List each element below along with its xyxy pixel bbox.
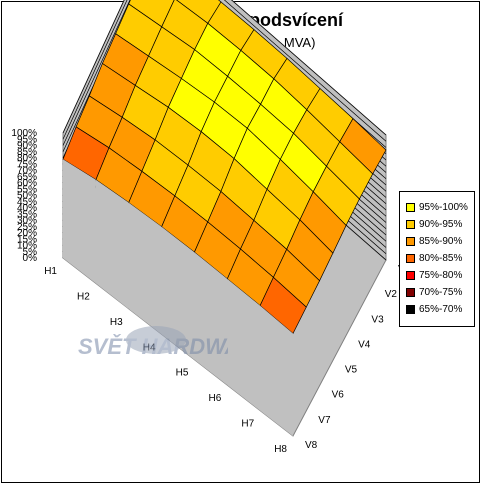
z-tick-label: 30% [17, 216, 37, 227]
z-tick-label: 50% [17, 191, 37, 202]
y-tick-label: V3 [371, 314, 384, 325]
legend-label: 65%-70% [419, 304, 463, 315]
surface-skirt [194, 252, 228, 386]
wall-gridline [62, 0, 387, 136]
z-tick-label: 100% [11, 128, 37, 139]
watermark-logo: SVĚT HARDWARE [78, 318, 272, 378]
x-tick-label: H8 [274, 444, 287, 455]
legend-item: 90%-95% [406, 219, 462, 233]
legend-swatch [406, 220, 415, 229]
legend-label: 80%-85% [419, 253, 463, 264]
legend-label: 95%-100% [419, 202, 468, 213]
legend: 95%-100% 90%-95% 85%-90% 80%-85% 75%-80% 70%-… [399, 191, 475, 327]
z-tick-label: 0% [23, 253, 38, 264]
z-tick-label: 80% [17, 153, 37, 164]
z-tick-label: 10% [17, 241, 37, 252]
z-tick-label: 95% [17, 134, 37, 145]
surface [62, 0, 387, 436]
y-tick-label: V8 [305, 440, 318, 451]
x-tick-label: H6 [208, 393, 221, 404]
watermark-globe [126, 326, 186, 354]
z-tick-label: 40% [17, 203, 37, 214]
surface-skirt [95, 179, 129, 309]
legend-item: 80%-85% [406, 253, 462, 267]
z-tick-label: 15% [17, 234, 37, 245]
wall-gridline [62, 0, 387, 142]
watermark-text: SVĚT HARDWARE [78, 334, 228, 359]
z-tick-label: 85% [17, 147, 37, 158]
surface-skirt [63, 159, 96, 284]
legend-swatch [406, 203, 415, 212]
z-tick-label: 35% [17, 209, 37, 220]
z-tick-label: 75% [17, 159, 37, 170]
legend-swatch [406, 254, 415, 263]
z-tick-label: 45% [17, 197, 37, 208]
z-axis: 100%95%90%85%80%75%70%65%60%55%50%45%40%… [11, 128, 37, 264]
z-tick-label: 55% [17, 184, 37, 195]
y-tick-label: V2 [385, 289, 398, 300]
legend-swatch [406, 237, 415, 246]
z-tick-label: 60% [17, 178, 37, 189]
x-tick-label: H5 [176, 368, 189, 379]
legend-swatch [406, 305, 415, 314]
legend-label: 70%-75% [419, 287, 463, 298]
surface-skirt [260, 305, 293, 436]
surface-skirt [227, 278, 261, 411]
legend-label: 85%-90% [419, 236, 463, 247]
legend-item: 85%-90% [406, 236, 462, 250]
legend-item: 70%-75% [406, 287, 462, 301]
legend-label: 75%-80% [419, 270, 463, 281]
z-tick-label: 90% [17, 141, 37, 152]
x-tick-label: H1 [44, 266, 57, 277]
legend-label: 90%-95% [419, 219, 463, 230]
z-tick-label: 25% [17, 222, 37, 233]
y-tick-label: V4 [358, 339, 371, 350]
surface-skirt [161, 226, 195, 360]
legend-item: 65%-70% [406, 304, 462, 318]
y-tick-label: V6 [332, 390, 345, 401]
x-tick-label: H3 [110, 317, 123, 328]
z-tick-label: 65% [17, 172, 37, 183]
x-tick-label: H2 [77, 291, 90, 302]
surface-skirt [128, 202, 162, 335]
watermark-graphic: SVĚT HARDWARE [78, 326, 272, 359]
legend-swatch [406, 271, 415, 280]
z-tick-label: 20% [17, 228, 37, 239]
legend-item: 95%-100% [406, 202, 468, 216]
legend-swatch [406, 288, 415, 297]
z-tick-label: 5% [23, 247, 38, 258]
y-tick-label: V5 [345, 365, 358, 376]
x-tick-label: H7 [241, 419, 254, 430]
legend-item: 75%-80% [406, 270, 462, 284]
z-tick-label: 70% [17, 166, 37, 177]
y-tick-label: V7 [318, 415, 331, 426]
